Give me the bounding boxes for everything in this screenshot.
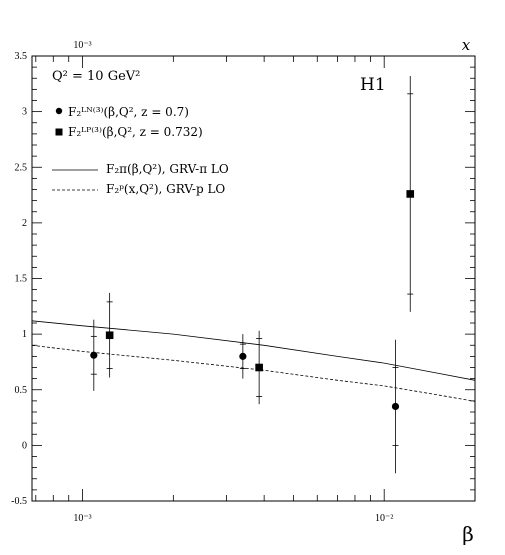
legend: F₂ᴸᴺ⁽³⁾(β,Q², z = 0.7) F₂ᴸᴾ⁽³⁾(β,Q², z =…: [52, 105, 229, 196]
legend-label-dashed: F₂ᵖ(x,Q²), GRV-p LO: [106, 182, 225, 196]
y-tick-label: 0: [22, 440, 27, 451]
legend-square-marker: [55, 128, 63, 136]
q2-annotation: Q² = 10 GeV²: [52, 69, 140, 84]
y-tick-label: 0.5: [15, 385, 28, 396]
y-tick-label: 1.5: [15, 274, 28, 285]
top-axis-ticks: 10⁻³: [35, 40, 476, 68]
theory-curves: [31, 320, 476, 402]
legend-label-circle: F₂ᴸᴺ⁽³⁾(β,Q², z = 0.7): [68, 105, 189, 119]
experiment-label: H1: [360, 75, 386, 95]
data-point-circle: [391, 402, 400, 411]
y-tick-label: 2: [22, 218, 27, 229]
x-tick-label: 10⁻²: [375, 513, 393, 524]
data-point-square: [255, 363, 263, 372]
legend-label-solid: F₂π(β,Q²), GRV-π LO: [106, 162, 229, 176]
y-tick-label: 3: [22, 107, 27, 118]
y-axis-ticks: -0.5 0 0.5 1 1.5 2 2.5 3 3.5: [11, 51, 475, 507]
top-tick-label: 10⁻³: [73, 40, 91, 51]
data-point-square: [105, 331, 114, 340]
data-point-square: [406, 190, 415, 198]
x-axis-label: β: [462, 522, 474, 546]
plot-frame: [31, 55, 476, 502]
y-tick-label: 2.5: [15, 162, 28, 173]
data-point-circle: [239, 352, 247, 360]
legend-label-square: F₂ᴸᴾ⁽³⁾(β,Q², z = 0.732): [68, 125, 203, 139]
y-tick-label: -0.5: [11, 496, 27, 507]
grv-pi-curve: [31, 320, 476, 381]
x-tick-label: 10⁻³: [73, 513, 91, 524]
y-tick-label: 1: [22, 329, 27, 340]
grv-p-curve: [31, 344, 476, 402]
legend-circle-marker: [55, 107, 63, 115]
data-point-circle: [90, 351, 98, 359]
data-points: [90, 76, 415, 474]
top-axis-label: x: [462, 36, 471, 54]
x-axis-ticks: 10⁻³ 10⁻²: [35, 489, 476, 524]
y-tick-label: 3.5: [15, 51, 28, 62]
